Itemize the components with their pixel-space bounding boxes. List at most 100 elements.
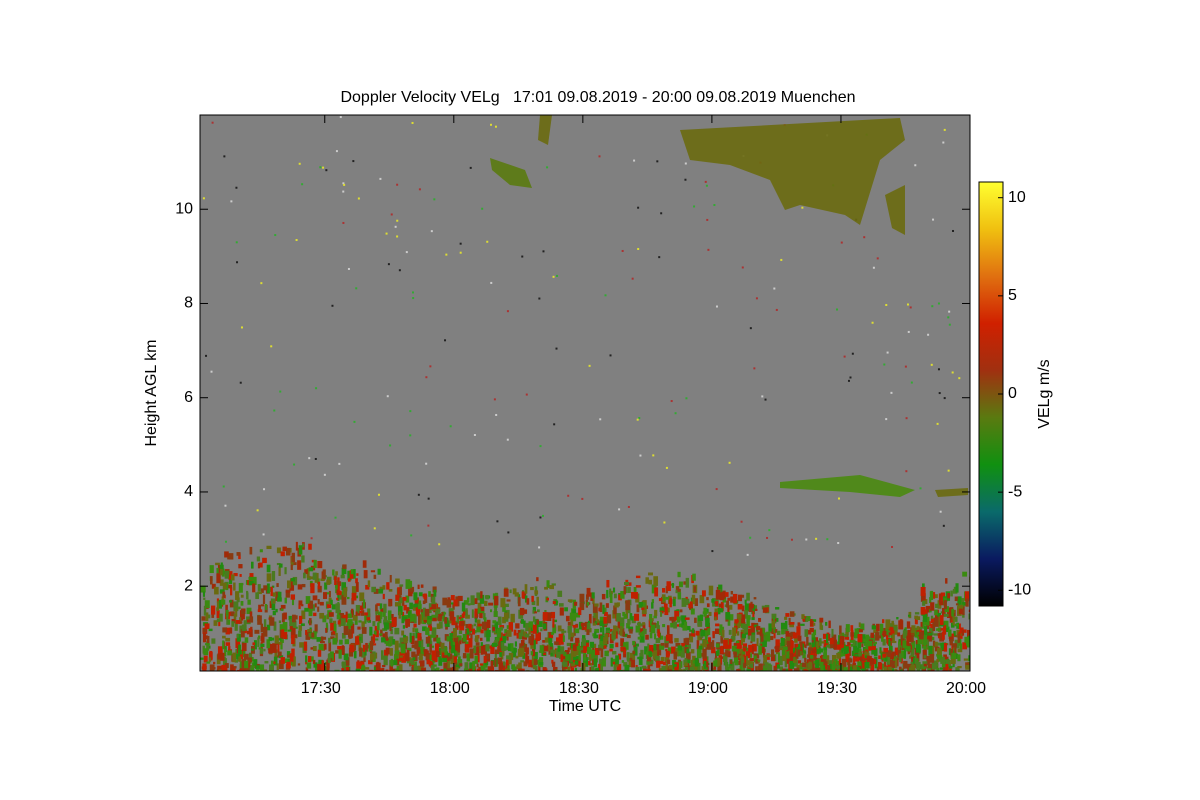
speckle (396, 665, 400, 671)
speckle (407, 647, 412, 652)
speckle (749, 536, 752, 539)
speckle (240, 594, 244, 598)
speckle (396, 235, 399, 238)
speckle (305, 629, 308, 635)
speckle (581, 497, 584, 500)
x-tick-label: 20:00 (946, 680, 986, 697)
speckle (399, 637, 405, 645)
speckle (943, 128, 946, 131)
speckle (967, 635, 970, 640)
speckle (467, 603, 471, 606)
speckle (336, 589, 340, 595)
speckle (656, 160, 659, 163)
speckle (418, 600, 422, 605)
speckle (278, 566, 281, 576)
speckle (748, 605, 753, 612)
speckle (479, 613, 483, 619)
speckle (613, 593, 617, 599)
speckle (417, 493, 420, 496)
speckle (341, 662, 346, 665)
speckle (420, 609, 425, 613)
speckle (740, 632, 743, 638)
speckle (696, 640, 700, 650)
speckle (758, 617, 762, 622)
speckle (930, 618, 935, 624)
speckle (615, 642, 619, 648)
speckle (492, 626, 495, 632)
speckle (363, 655, 366, 662)
speckle (504, 668, 510, 671)
speckle (204, 600, 210, 609)
speckle (558, 603, 564, 607)
speckle (507, 531, 510, 534)
speckle (841, 636, 845, 645)
speckle (683, 669, 686, 671)
speckle (710, 670, 713, 671)
speckle (854, 653, 859, 657)
speckle (427, 615, 432, 620)
speckle (937, 633, 940, 637)
speckle (256, 556, 261, 562)
speckle (532, 610, 536, 614)
speckle (881, 663, 885, 669)
speckle (773, 287, 776, 290)
speckle (827, 665, 831, 671)
speckle (751, 646, 754, 655)
speckle (277, 597, 282, 602)
speckle (652, 648, 655, 651)
speckle (812, 648, 817, 654)
speckle (562, 661, 568, 667)
speckle (810, 651, 814, 659)
speckle (811, 639, 814, 643)
speckle (310, 647, 314, 650)
speckle (678, 581, 683, 588)
speckle (697, 621, 703, 627)
speckle (752, 611, 755, 618)
speckle (616, 664, 622, 671)
speckle (410, 635, 415, 645)
speckle (325, 622, 328, 633)
speckle (361, 650, 366, 658)
speckle (751, 617, 755, 621)
speckle (248, 577, 254, 581)
speckle (240, 608, 246, 615)
cloud-echo (490, 158, 532, 188)
speckle (939, 510, 942, 513)
speckle (665, 596, 670, 600)
speckle (936, 667, 940, 671)
speckle (249, 665, 254, 671)
speckle (841, 632, 845, 637)
speckle (934, 617, 939, 627)
speckle (968, 613, 970, 620)
speckle (606, 589, 609, 599)
cloud-echo (680, 118, 905, 225)
speckle (930, 636, 935, 641)
speckle (502, 604, 506, 612)
speckle (330, 622, 334, 631)
speckle (953, 586, 957, 591)
speckle (882, 619, 885, 624)
speckle (475, 642, 480, 646)
speckle (492, 620, 497, 624)
speckle (278, 655, 284, 659)
speckle (459, 615, 464, 622)
speckle (944, 606, 949, 613)
speckle (911, 656, 915, 660)
speckle (459, 663, 463, 667)
speckle (882, 630, 887, 637)
speckle (332, 638, 338, 645)
speckle (336, 614, 341, 620)
speckle (517, 597, 521, 607)
speckle (727, 597, 731, 601)
speckle (729, 604, 733, 610)
speckle (792, 651, 796, 659)
speckle (900, 653, 903, 664)
speckle (653, 576, 659, 586)
speckle (421, 667, 427, 671)
speckle (792, 632, 798, 639)
speckle (320, 664, 325, 671)
speckle (606, 579, 610, 588)
speckle (405, 595, 410, 603)
speckle (725, 612, 731, 620)
speckle (546, 597, 549, 601)
